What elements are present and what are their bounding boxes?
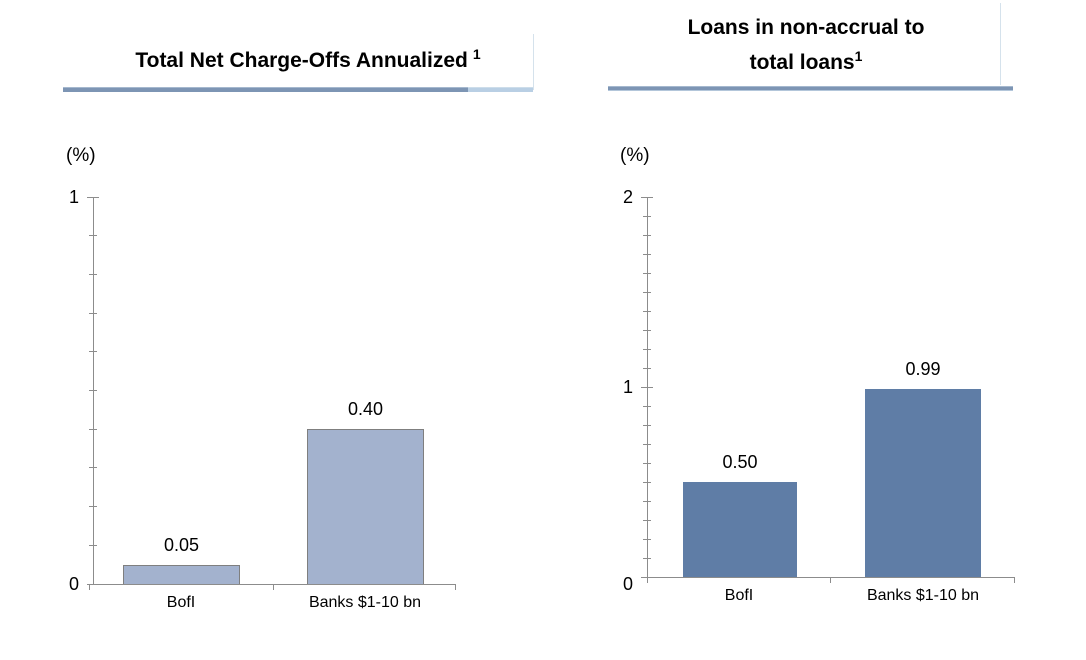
left-chart-title: Total Net Charge-Offs Annualized 1 [68,40,548,75]
right-x-tick [830,577,831,583]
left-title-rule-dark [63,87,468,92]
right-panel-edge-line [1000,3,1001,85]
left-x-axis-line [89,584,455,585]
y-minor-tick [89,428,97,430]
bar-value-label-bofi: 0.50 [722,452,758,472]
y-major-tick [641,386,653,388]
y-minor-tick [643,405,651,407]
right-chart-title: Loans in non-accrual to total loans1 [606,14,1006,77]
y-minor-tick [89,390,97,391]
y-minor-tick [643,234,651,236]
right-chart-title-line2-text: total loans [749,51,855,74]
y-minor-tick [643,367,651,369]
bar-value-label-banks: 0.40 [347,399,384,419]
left-y-tick-label-1: 1 [68,187,79,207]
left-chart-footnote-marker: 1 [472,46,481,62]
left-category-label-bofi: BofI [166,594,196,611]
y-minor-tick [89,273,97,275]
right-y-tick-label-0: 0 [622,574,633,594]
left-chart-title-text: Total Net Charge-Offs Annualized [135,49,468,72]
y-minor-tick [89,544,97,546]
y-minor-tick [643,443,651,445]
right-category-label-banks: Banks $1-10 bn [866,587,980,604]
bar-banks-non-accrual [865,389,981,577]
y-minor-tick [89,235,97,237]
y-minor-tick [89,312,97,314]
y-minor-tick [89,467,97,469]
y-minor-tick [643,462,651,464]
left-category-label-banks: Banks $1-10 bn [308,594,422,611]
bar-bofi-non-accrual [683,482,797,577]
y-minor-tick [89,351,97,353]
y-minor-tick [643,424,651,426]
y-minor-tick [643,557,651,559]
right-title-rule [608,86,1013,91]
right-category-label-bofi: BofI [724,587,754,604]
y-minor-tick [643,348,651,350]
right-y-tick-label-1: 1 [622,377,633,397]
bar-value-label-bofi: 0.05 [163,535,200,555]
bar-value-label-banks: 0.99 [905,359,941,379]
y-minor-tick [643,519,651,521]
y-minor-tick [89,506,97,508]
y-minor-tick [643,253,651,255]
right-chart-footnote-marker: 1 [854,48,863,64]
right-x-axis-line [643,577,1014,578]
left-x-tick [89,584,90,590]
y-minor-tick [643,291,651,293]
left-y-axis-unit-label: (%) [66,145,96,166]
bar-banks-net-charge-offs [307,429,424,584]
left-x-tick [455,584,456,590]
right-y-tick-label-2: 2 [622,187,633,207]
y-minor-tick [643,215,651,217]
right-x-tick [647,577,648,583]
left-y-tick-label-0: 0 [68,574,79,594]
right-chart-title-line1: Loans in non-accrual to [687,16,925,39]
y-minor-tick [643,481,651,483]
y-minor-tick [643,310,651,312]
y-minor-tick [643,272,651,274]
right-chart-plot-area: 2 1 0 0.50 0.99 BofI Banks $1-10 bn [623,187,1015,604]
y-minor-tick [643,500,651,502]
y-minor-tick [643,538,651,540]
right-y-axis-unit-label: (%) [620,145,650,166]
left-x-tick [273,584,274,590]
left-title-rule-light [468,87,533,92]
left-panel-edge-line [533,34,534,90]
right-chart-title-line2: total loans1 [606,42,1006,77]
y-major-tick [641,196,653,198]
right-x-tick [1014,577,1015,583]
left-chart-plot-area: 1 0 0.05 0.40 BofI Banks $1-10 bn [69,187,456,611]
bar-bofi-net-charge-offs [123,565,240,584]
y-major-tick [87,196,99,198]
y-minor-tick [643,329,651,331]
